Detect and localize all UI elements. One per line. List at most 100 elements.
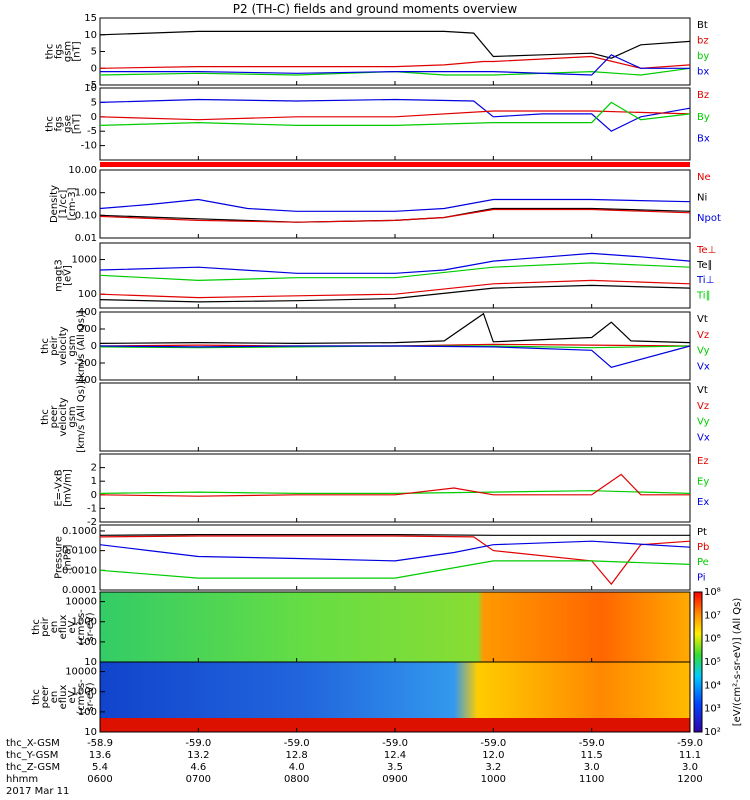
y-axis-label: velocity <box>58 326 69 365</box>
y-axis-label: velocity <box>58 397 69 436</box>
y-tick-label: 200 <box>78 324 97 335</box>
orbit-row-value: 0700 <box>186 774 211 785</box>
y-axis-label: Density <box>49 185 60 223</box>
spectrogram-peir_eflux <box>100 592 690 662</box>
legend-entry: By <box>697 112 710 123</box>
series-line-Pe <box>99 560 691 579</box>
y-axis-label: [cm-3] <box>67 187 78 220</box>
y-axis-label: sr-eV) <box>85 682 96 711</box>
legend-entry: bz <box>697 36 709 47</box>
y-tick-label: 0.0001 <box>62 585 97 596</box>
legend-entry: Vy <box>697 346 710 357</box>
y-axis-label: peir <box>49 335 60 355</box>
y-tick-label: 10 <box>84 657 97 668</box>
legend-entry: Vx <box>697 361 710 372</box>
y-tick-label: 1.00 <box>75 188 97 199</box>
y-axis-label: thc <box>45 44 56 60</box>
series-line-Bt <box>99 30 691 59</box>
colorbar-tick-label: 10² <box>704 727 721 738</box>
legend-entry: Bz <box>697 90 709 101</box>
colorbar-tick-label: 10⁵ <box>704 657 721 668</box>
y-tick-label: 10000 <box>65 667 97 678</box>
series-line-Ey <box>99 490 691 494</box>
y-axis-label: [nT] <box>72 41 83 61</box>
orbit-row-value: -59.0 <box>284 738 310 749</box>
legend-entry: Vt <box>697 385 708 396</box>
series-line-bx <box>100 54 690 76</box>
y-axis-label: (cm²-s- <box>76 609 87 645</box>
y-tick-label: 100 <box>78 637 97 648</box>
y-tick-label: -2 <box>87 517 97 528</box>
y-tick-label: 1000 <box>72 255 97 266</box>
legend-entry: Ey <box>697 477 709 488</box>
orbit-row-value: 5.4 <box>92 762 108 773</box>
panel-frame-density <box>99 169 691 239</box>
orbit-row-value: 0800 <box>284 774 309 785</box>
legend-entry: Vy <box>697 417 710 428</box>
y-tick-label: 0.01 <box>75 233 97 244</box>
y-tick-label: 100 <box>78 707 97 718</box>
legend-entry: Bt <box>697 20 708 31</box>
orbit-row-label: hhmm <box>6 774 38 785</box>
series-line-Npot <box>99 198 691 212</box>
y-axis-label: eflux <box>58 685 69 710</box>
y-tick-label: 400 <box>78 307 97 318</box>
y-axis-label: eV <box>67 620 78 633</box>
orbit-row-value: 0600 <box>87 774 112 785</box>
orbit-row-value: 3.0 <box>682 762 698 773</box>
panel-frame-fgs_gsm_mag <box>99 17 691 86</box>
y-axis-label: sr-eV) <box>85 612 96 641</box>
series-line-Vx <box>99 345 691 368</box>
legend-entry: bx <box>697 67 709 78</box>
y-tick-label: 2 <box>91 463 97 474</box>
y-tick-label: 0.10 <box>75 210 97 221</box>
y-tick-label: -400 <box>74 375 97 386</box>
orbit-row-value: 0900 <box>382 774 407 785</box>
y-tick-label: 1000 <box>72 617 97 628</box>
orbit-row-value: 3.2 <box>485 762 501 773</box>
series-line-Bz <box>99 110 691 121</box>
y-axis-label: peer <box>49 405 60 429</box>
y-axis-label: eflux <box>58 615 69 640</box>
y-axis-label: [nT] <box>72 114 83 134</box>
y-axis-label: gse <box>63 115 74 133</box>
red-band <box>100 162 690 167</box>
series-line-Ne <box>99 208 691 223</box>
legend-entry: Bx <box>697 134 710 145</box>
orbit-row-value: 13.2 <box>187 750 209 761</box>
y-tick-label: 100 <box>78 289 97 300</box>
legend-entry: Vx <box>697 432 710 443</box>
legend-entry: Pe <box>697 557 709 568</box>
y-axis-label: [mV/m] <box>63 469 74 507</box>
y-axis-label: [1/cc] <box>58 190 69 219</box>
y-tick-label: 0.0010 <box>62 565 97 576</box>
legend-entry: Ni <box>697 193 707 204</box>
legend-entry: Pb <box>697 542 709 553</box>
series-line-Ti∥ <box>99 262 691 282</box>
y-axis-label: [nPa] <box>63 544 74 570</box>
legend-entry: Ti∥ <box>696 290 711 301</box>
series-line-Te⊥ <box>99 279 691 299</box>
y-axis-label: eV <box>67 690 78 703</box>
legend-entry: Ti⊥ <box>696 275 714 286</box>
chart-title: P2 (TH-C) fields and ground moments over… <box>233 2 518 16</box>
y-tick-label: 5 <box>91 47 97 58</box>
orbit-row-value: 11.5 <box>581 750 603 761</box>
panel-frame-peer_velocity <box>99 382 691 452</box>
y-axis-label: Pressure <box>54 536 65 579</box>
orbit-row-value: 1000 <box>481 774 506 785</box>
series-line-By <box>99 101 691 127</box>
orbit-row-value: 4.6 <box>190 762 206 773</box>
orbit-row-value: 1200 <box>677 774 702 785</box>
y-axis-label: fgs <box>54 44 65 59</box>
y-tick-label: 0 <box>91 490 97 501</box>
orbit-row-value: 1100 <box>579 774 604 785</box>
series-line-Pi <box>99 540 691 562</box>
y-axis-label: thc <box>31 689 42 705</box>
orbit-row-value: 12.0 <box>482 750 504 761</box>
y-tick-label: 0 <box>91 341 97 352</box>
y-tick-label: 1000 <box>72 687 97 698</box>
colorbar-tick-label: 10⁶ <box>704 634 721 645</box>
series-line-by <box>99 67 691 76</box>
legend-entry: Vz <box>697 330 709 341</box>
